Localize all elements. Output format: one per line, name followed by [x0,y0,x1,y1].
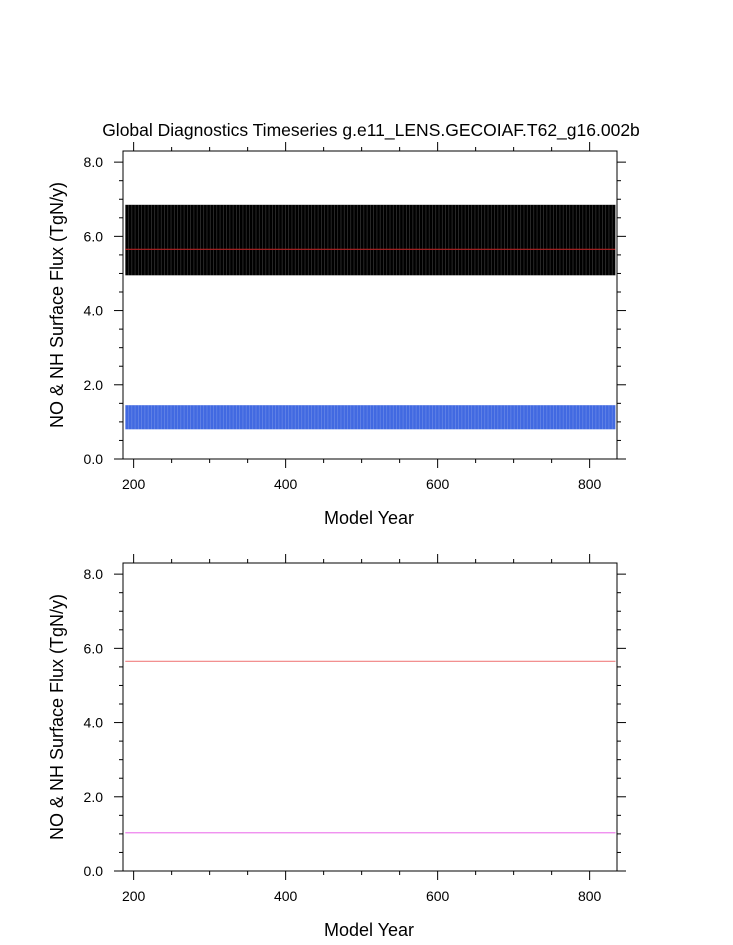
y-tick-label: 4.0 [84,715,104,731]
y-tick-label: 6.0 [84,640,104,656]
chart-title: Global Diagnostics Timeseries g.e11_LENS… [102,120,640,141]
x-tick-label: 800 [578,888,602,904]
x-tick-label: 200 [122,476,146,492]
x-tick-label: 600 [426,888,450,904]
y-tick-label: 0.0 [84,451,104,467]
plot-frame [122,150,618,460]
plot-area [124,204,616,430]
y-tick-label: 8.0 [84,154,104,170]
x-tick-label: 200 [122,888,146,904]
series-1-striations [124,405,616,430]
y-axis-label: NO & NH Surface Flux (TgN/y) [47,594,67,840]
y-tick-label: 2.0 [84,789,104,805]
x-tick-label: 800 [578,476,602,492]
series-1-band [125,405,616,430]
series-0-striations [124,204,616,276]
panel-top: 200 400 600 800 0.0 2.0 4.0 6.0 8.0 Model Year NO … [47,142,626,528]
y-tick-label: 4.0 [84,303,104,319]
series-0 [124,204,616,276]
plot-area [125,660,616,834]
panel-bottom: 200 400 600 800 0.0 2.0 4.0 6.0 8.0 Model Year NO … [47,554,626,940]
plot-frame [122,562,618,872]
x-tick-label: 600 [426,476,450,492]
x-tick-label: 400 [274,476,298,492]
y-tick-label: 0.0 [84,863,104,879]
x-axis-label: Model Year [324,920,414,940]
y-tick-label: 6.0 [84,228,104,244]
y-axis-label: NO & NH Surface Flux (TgN/y) [47,182,67,428]
x-axis-label: Model Year [324,508,414,528]
x-tick-label: 400 [274,888,298,904]
y-tick-label: 2.0 [84,377,104,393]
series-1 [124,405,616,430]
series-0-band [125,204,616,276]
y-tick-label: 8.0 [84,566,104,582]
